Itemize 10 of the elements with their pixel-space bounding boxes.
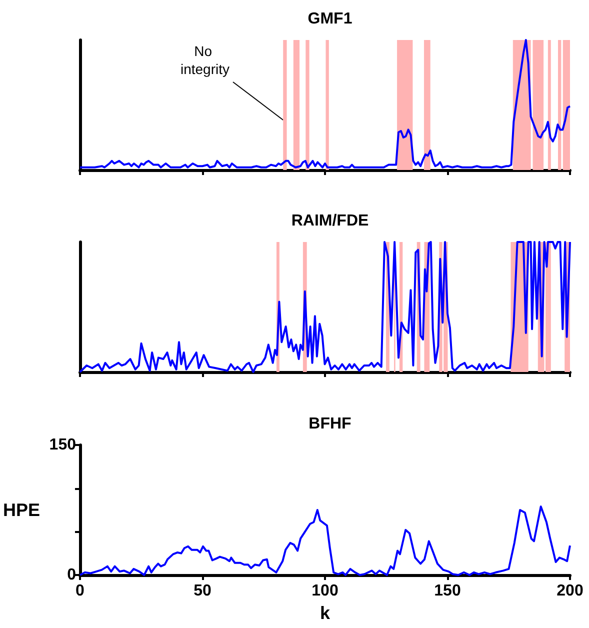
annotation: No integrity (180, 43, 230, 77)
chart-title: GMF1 (308, 10, 352, 28)
x-tick-label: 200 (556, 582, 584, 600)
x-tick-label: 50 (194, 582, 212, 600)
y-axis-title: HPE (2, 500, 40, 520)
x-tick-label: 150 (434, 582, 461, 600)
x-tick-label: 100 (312, 582, 338, 600)
x-axis-title: k (320, 602, 331, 623)
chart-title: BFHF (308, 416, 352, 432)
chart-title: RAIM/FDE (291, 212, 369, 230)
